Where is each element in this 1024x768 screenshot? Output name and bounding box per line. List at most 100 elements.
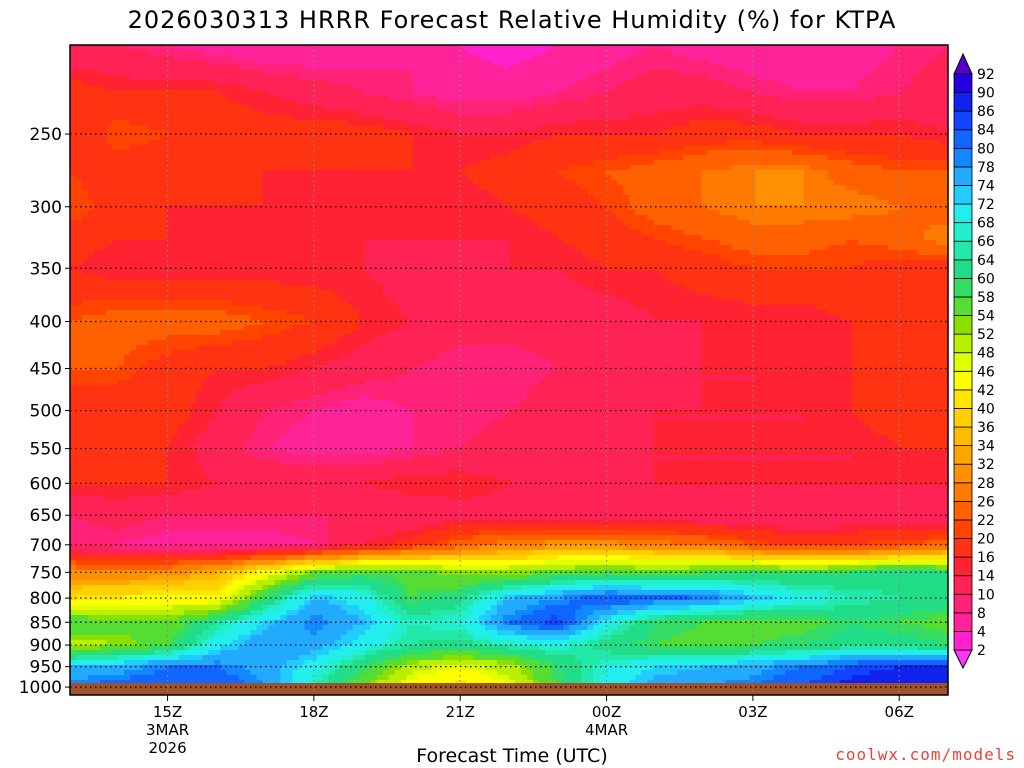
rh-cell [797,145,805,151]
rh-cell [635,175,642,181]
rh-cell [773,145,781,151]
rh-cell [304,180,312,186]
rh-cell [460,200,468,206]
rh-cell [472,45,480,51]
rh-cell [328,65,336,71]
rh-cell [923,185,931,191]
rh-cell [268,115,276,121]
rh-cell [142,185,149,191]
rh-cell [749,80,757,86]
rh-cell [581,50,588,56]
rh-cell [154,175,161,181]
rh-cell [358,110,366,116]
rh-cell [88,45,95,51]
rh-cell [190,45,197,51]
rh-cell [677,100,684,106]
rh-cell [593,165,600,171]
rh-cell [196,215,203,221]
rh-cell [334,60,342,66]
rh-cell [839,160,847,166]
rh-cell [653,205,660,211]
rh-cell [821,170,829,176]
rh-cell [220,215,227,221]
rh-cell [178,155,185,161]
rh-cell [923,100,931,106]
rh-cell [893,195,901,201]
rh-cell [130,105,137,111]
rh-cell [533,180,540,186]
rh-cell [298,120,306,126]
rh-cell [484,185,492,191]
rh-cell [226,60,233,66]
rh-cell [557,115,564,121]
rh-cell [238,215,245,221]
rh-cell [713,120,721,126]
rh-cell [340,190,348,196]
rh-cell [893,160,901,166]
rh-cell [545,210,552,216]
rh-cell [298,135,306,141]
rh-cell [623,120,630,126]
rh-cell [148,70,155,76]
rh-cell [376,160,384,166]
rh-cell [557,205,564,211]
rh-cell [749,140,757,146]
rh-cell [484,80,492,86]
rh-cell [665,90,672,96]
rh-cell [527,130,534,136]
rh-cell [82,85,89,91]
rh-cell [755,50,763,56]
rh-cell [250,180,258,186]
rh-cell [436,195,444,201]
rh-cell [454,50,462,56]
rh-cell [136,135,143,141]
rh-cell [148,165,155,171]
rh-cell [448,90,456,96]
rh-cell [869,135,877,141]
rh-cell [412,195,420,201]
rh-cell [442,80,450,86]
rh-cell [623,160,630,166]
rh-cell [400,190,408,196]
rh-cell [76,115,83,121]
rh-cell [863,185,871,191]
rh-cell [370,140,378,146]
rh-cell [911,110,919,116]
rh-cell [274,135,282,141]
rh-cell [527,60,534,66]
rh-cell [857,165,865,171]
rh-cell [935,110,943,116]
rh-cell [683,140,691,146]
rh-cell [358,175,366,181]
rh-cell [611,175,618,181]
rh-cell [94,140,101,146]
rh-cell [551,70,558,76]
rh-cell [472,190,480,196]
rh-cell [929,45,937,51]
rh-cell [118,155,125,161]
rh-cell [136,60,143,66]
rh-cell [274,155,282,161]
rh-cell [298,125,306,131]
rh-cell [851,165,859,171]
rh-cell [749,120,757,126]
rh-cell [905,135,913,141]
rh-cell [557,145,564,151]
rh-cell [436,155,444,161]
rh-cell [821,210,829,216]
rh-cell [599,200,606,206]
rh-cell [935,160,943,166]
rh-cell [376,200,384,206]
rh-cell [611,190,618,196]
rh-cell [641,180,648,186]
rh-cell [430,135,438,141]
rh-cell [791,85,799,91]
rh-cell [725,75,733,81]
rh-cell [262,205,270,211]
rh-cell [563,205,570,211]
rh-cell [460,70,468,76]
rh-cell [340,95,348,101]
rh-cell [611,115,618,121]
rh-cell [581,190,588,196]
rh-cell [821,200,829,206]
